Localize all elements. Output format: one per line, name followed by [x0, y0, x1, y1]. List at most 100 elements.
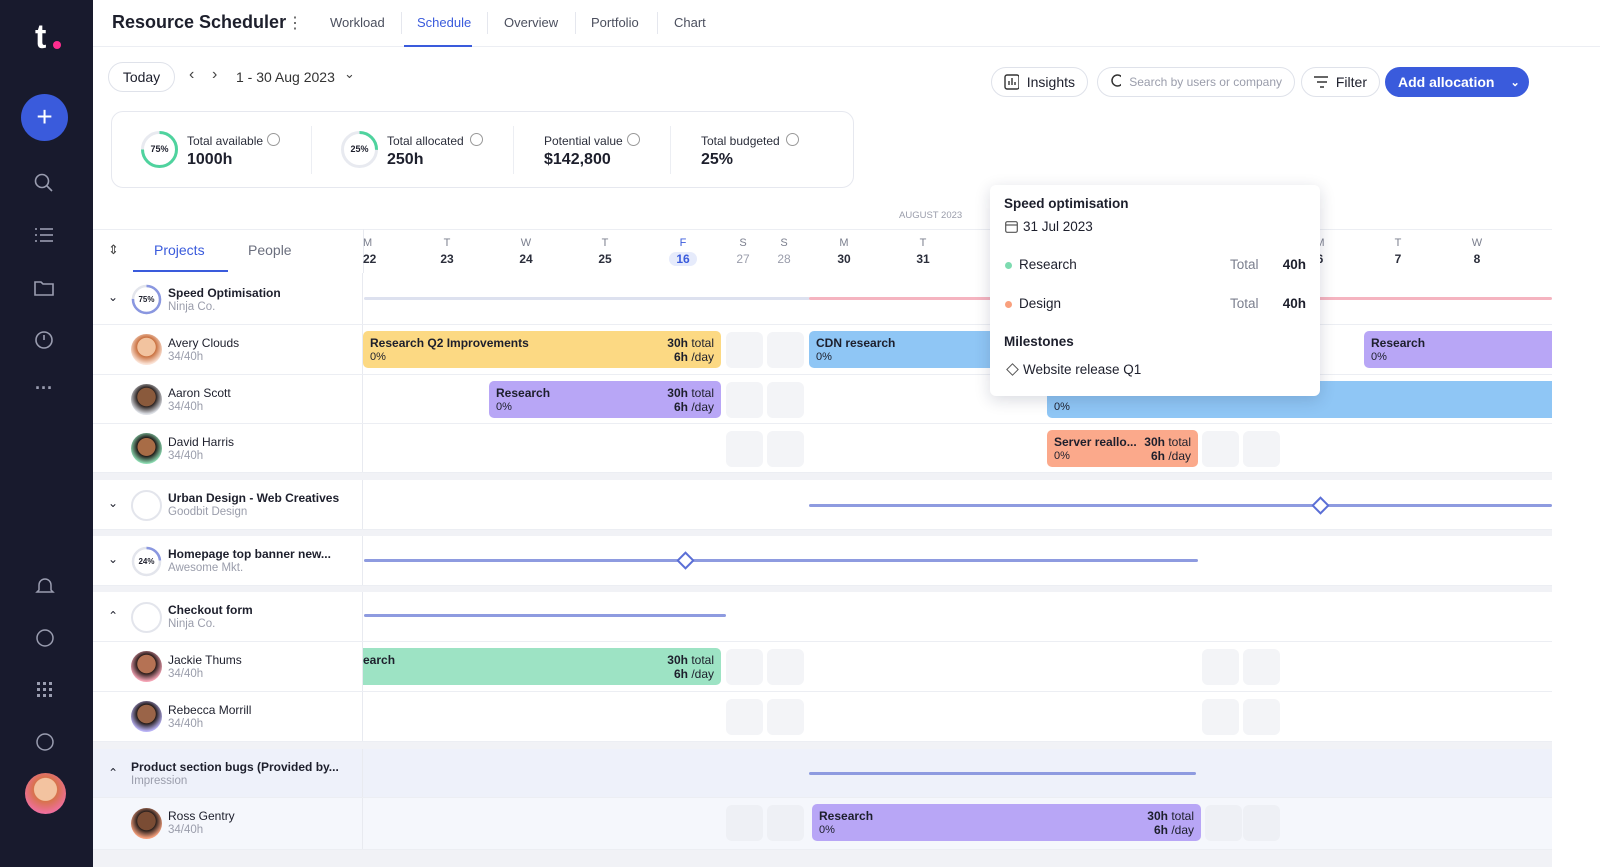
date: 27	[736, 252, 750, 266]
total-label: total	[1168, 435, 1191, 449]
divider	[363, 229, 364, 273]
row-panel	[93, 480, 363, 529]
allocation[interactable]: Research 0% 30h total 6h /day	[489, 381, 721, 418]
filter-button[interactable]: Filter	[1301, 67, 1380, 97]
allocation[interactable]: earch 30h total 6h /day	[363, 648, 721, 685]
apps-icon[interactable]	[36, 681, 54, 699]
person-row[interactable]: Avery Clouds 34/40h Research Q2 Improvem…	[93, 325, 1552, 375]
list-icon[interactable]	[33, 225, 55, 245]
item-label: Total	[1230, 296, 1259, 311]
stat-value: 1000h	[187, 151, 233, 168]
folder-icon[interactable]	[33, 278, 55, 298]
milestone[interactable]	[1311, 496, 1330, 515]
filter-label: Filter	[1335, 74, 1367, 90]
weekend-cell	[767, 431, 804, 467]
project-row[interactable]: ⌄ 24% Homepage top banner new... Awesome…	[93, 536, 1552, 586]
collapse-icon[interactable]: ⌄	[108, 290, 119, 304]
day-header: S 27	[723, 237, 763, 266]
info-icon[interactable]	[627, 133, 640, 146]
add-allocation-button[interactable]: Add allocation ⌄	[1385, 67, 1529, 97]
projects-tab[interactable]: Projects	[154, 242, 205, 258]
weekday: M	[363, 237, 373, 249]
day-header: T 31	[903, 237, 943, 266]
weekend-cell	[1243, 649, 1280, 685]
milestone[interactable]	[676, 551, 695, 570]
app-title: Resource Scheduler	[112, 12, 287, 32]
allocation-rate: 6h /day	[1151, 449, 1191, 463]
total-hours: 30h	[1147, 809, 1168, 823]
insights-label: Insights	[1026, 74, 1075, 90]
menu-icon[interactable]: ⋮	[287, 15, 303, 32]
dropdown-icon[interactable]: ⌄	[1510, 76, 1520, 89]
expand-icon[interactable]: ⌄	[108, 608, 119, 622]
avatar	[131, 334, 162, 365]
logo[interactable]: t	[35, 18, 47, 56]
nav-tab[interactable]: Chart	[674, 15, 706, 30]
user-avatar[interactable]	[25, 773, 66, 814]
project-row[interactable]: ⌄ Product section bugs (Provided by... I…	[93, 749, 1552, 798]
person-row[interactable]: David Harris 34/40h Server reallo... 0% …	[93, 424, 1552, 473]
divider	[93, 229, 1552, 230]
weekend-cell	[1202, 431, 1239, 467]
timeline-line	[364, 559, 1198, 562]
milestone-name: Website release Q1	[1023, 362, 1142, 377]
allocation[interactable]: Server reallo... 0% 30h total 6h /day	[1047, 430, 1198, 467]
nav-tab[interactable]: Overview	[504, 15, 559, 30]
timer-icon[interactable]	[33, 328, 55, 350]
expand-icon[interactable]: ⌄	[108, 765, 119, 779]
insights-button[interactable]: Insights	[991, 67, 1088, 97]
info-icon[interactable]	[786, 133, 799, 146]
people-tab[interactable]: People	[248, 242, 292, 258]
ring-label: 24%	[138, 557, 155, 566]
allocation-total: 30h total	[667, 386, 714, 400]
collapse-icon[interactable]: ⌄	[108, 552, 119, 566]
day-header-today: F 16	[663, 237, 703, 266]
bell-icon[interactable]	[35, 576, 55, 596]
project-client: Impression	[131, 775, 188, 787]
help-icon[interactable]	[34, 731, 56, 753]
nav-tab-active[interactable]: Schedule	[417, 15, 472, 30]
header	[93, 0, 1600, 47]
nav-tab[interactable]: Workload	[330, 15, 385, 30]
range-dropdown[interactable]: ⌄	[344, 66, 355, 81]
project-row[interactable]: ⌄ Checkout form Ninja Co.	[93, 592, 1552, 642]
day-header: T 23	[427, 237, 467, 266]
prev-button[interactable]: ‹	[189, 66, 195, 83]
allocation-rate: 6h /day	[674, 400, 714, 414]
project-row[interactable]: ⌄ Urban Design - Web Creatives Goodbit D…	[93, 480, 1552, 530]
search-placeholder: Search by users or company	[1129, 75, 1282, 89]
collapse-icon[interactable]: ⌄	[108, 496, 119, 510]
person-row[interactable]: Rebecca Morrill 34/40h	[93, 692, 1552, 742]
info-icon[interactable]	[267, 133, 280, 146]
person-hours: 34/40h	[168, 668, 204, 680]
weekend-cell	[1243, 431, 1280, 467]
more-icon[interactable]: ···	[35, 378, 53, 398]
search-box[interactable]: Search by users or company	[1097, 67, 1295, 97]
separator	[487, 12, 488, 34]
project-name: Checkout form	[168, 603, 253, 617]
search-icon[interactable]	[33, 172, 55, 194]
collapse-all[interactable]: ⇕	[108, 242, 119, 257]
today-button[interactable]: Today	[108, 62, 175, 92]
person-row[interactable]: Aaron Scott 34/40h Research 0% 30h total…	[93, 375, 1552, 424]
weekend-cell	[1243, 805, 1280, 841]
allocation[interactable]: Research Q2 Improvements 0% 30h total 6h…	[363, 331, 721, 368]
person-row[interactable]: Jackie Thums 34/40h earch 30h total 6h /…	[93, 642, 1552, 692]
stat-value: 250h	[387, 151, 424, 168]
weekday: F	[679, 237, 687, 249]
date-range[interactable]: 1 - 30 Aug 2023	[236, 69, 335, 85]
info-icon[interactable]	[470, 133, 483, 146]
next-button[interactable]: ›	[212, 66, 218, 83]
allocation[interactable]: Research 0% 30h total 6h /day	[812, 804, 1201, 841]
nav-tab[interactable]: Portfolio	[591, 15, 639, 30]
total-label: total	[1171, 809, 1194, 823]
project-row[interactable]: ⌄ 75% Speed Optimisation Ninja Co.	[93, 273, 1552, 325]
create-button[interactable]: +	[21, 94, 68, 141]
row-panel	[93, 424, 363, 472]
person-row[interactable]: Ross Gentry 34/40h Research 0% 30h total…	[93, 798, 1552, 850]
chat-icon[interactable]	[34, 627, 56, 649]
allocation[interactable]: Research 0%	[1364, 331, 1552, 368]
day-header: M 30	[824, 237, 864, 266]
item-value: 40h	[1282, 296, 1306, 311]
